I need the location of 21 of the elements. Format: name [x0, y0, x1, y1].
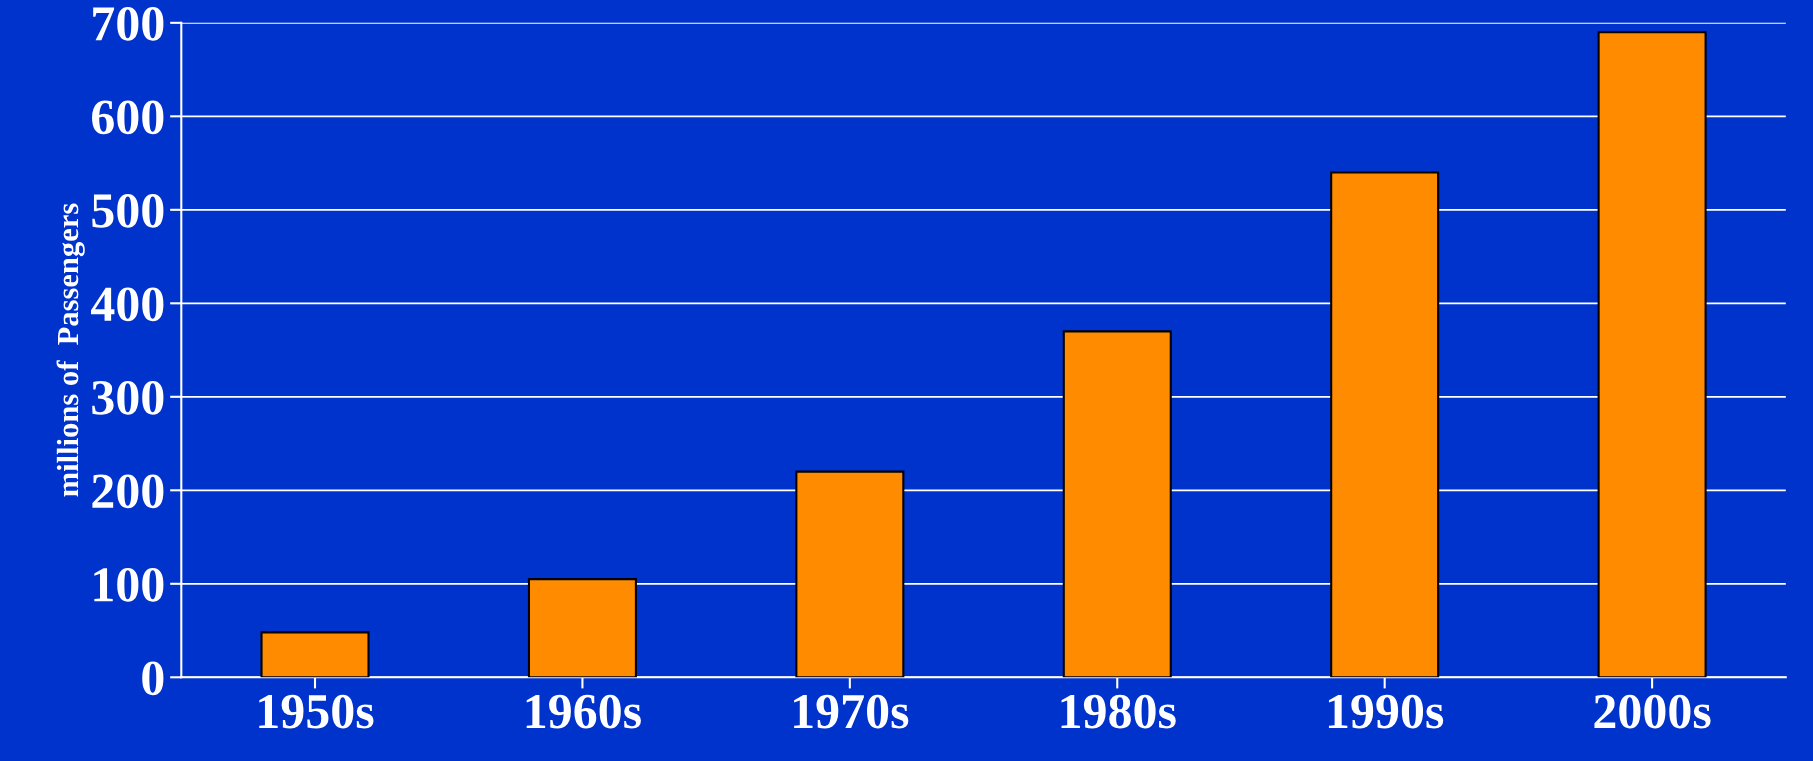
bar	[1330, 171, 1440, 678]
bar	[795, 470, 905, 678]
y-tick-label: 200	[92, 474, 164, 509]
x-tick-label: 1990s	[1328, 694, 1444, 729]
y-tick-label: 500	[92, 193, 164, 228]
y-tick-label: 700	[93, 6, 164, 41]
y-tick-label: 600	[92, 100, 164, 135]
y-tick-label: 100	[94, 567, 164, 602]
y-tick-label: 0	[142, 661, 164, 696]
bar	[260, 631, 370, 678]
y-tick-label: 400	[91, 287, 164, 322]
bar	[1062, 330, 1172, 678]
x-tick-label: 1950s	[259, 694, 374, 729]
x-tick-label: 1980s	[1061, 694, 1176, 729]
x-tick-label: 2000s	[1594, 694, 1711, 729]
y-tick-label: 300	[92, 380, 164, 415]
y-axis-title: millions of Passengers	[56, 203, 85, 497]
bar	[1597, 31, 1707, 678]
x-tick-label: 1970s	[794, 694, 909, 729]
bar	[527, 578, 637, 678]
x-tick-label: 1960s	[526, 694, 641, 729]
